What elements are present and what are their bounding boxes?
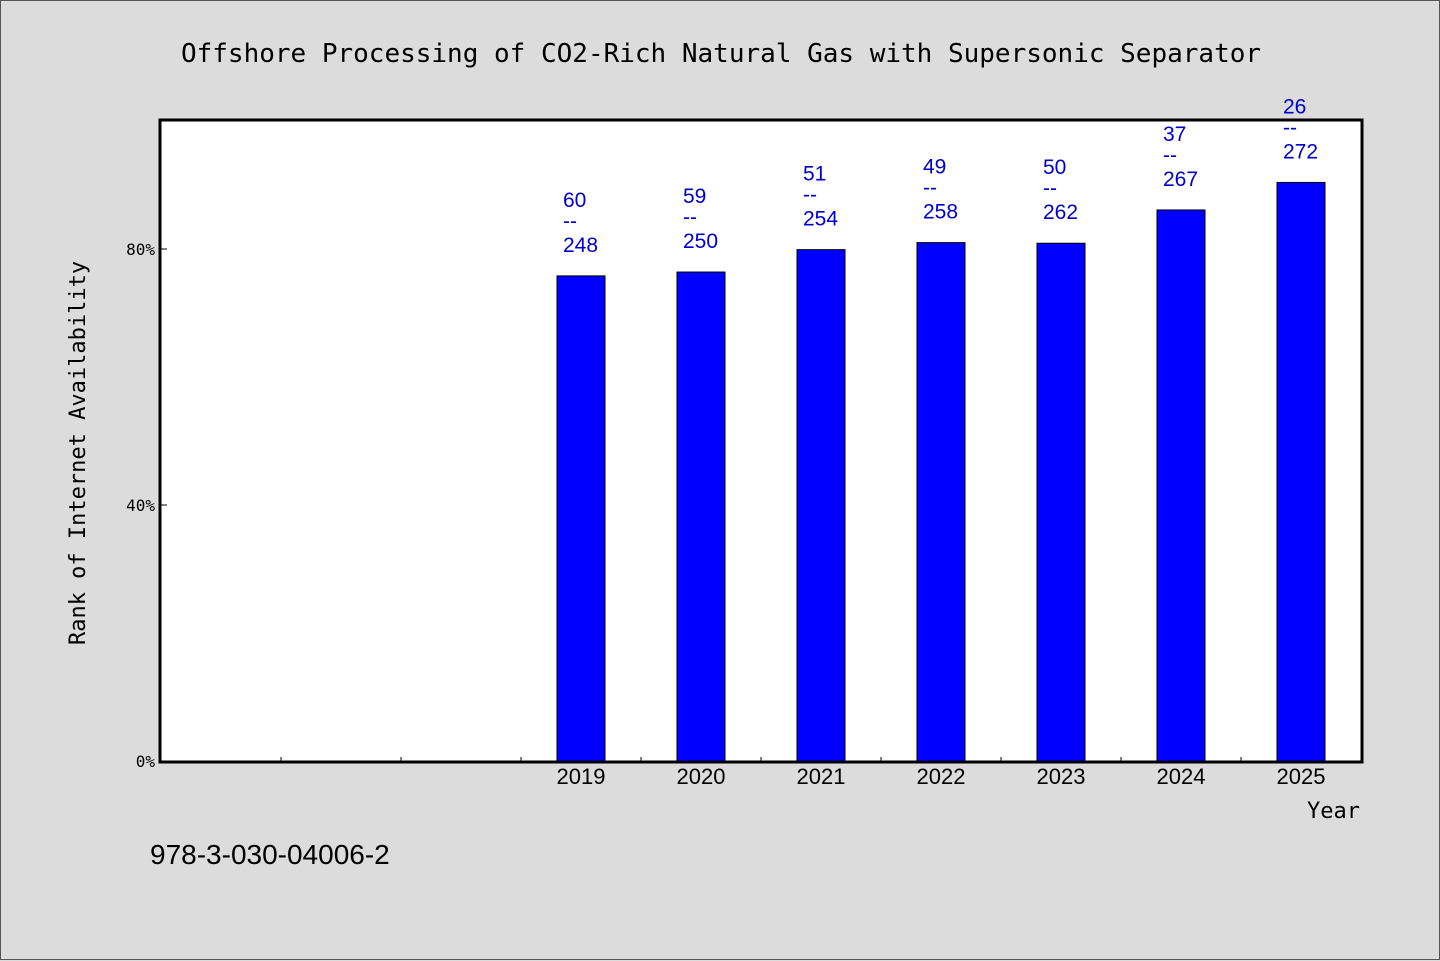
bar-label-separator: --: [803, 184, 817, 207]
bar-2021: [796, 249, 846, 762]
bar-label-top: 51: [803, 163, 826, 186]
bar-label-separator: --: [1283, 116, 1297, 139]
chart-title: Offshore Processing of CO2-Rich Natural …: [181, 39, 1261, 69]
bar-labels-group: 60--24859--25051--25449--25850--26237--2…: [563, 95, 1318, 256]
bar-label-separator: --: [563, 210, 577, 233]
bar-label-top: 26: [1283, 95, 1306, 118]
x-tick-label: 2019: [557, 764, 606, 789]
x-tick-label: 2024: [1157, 764, 1206, 789]
bar-label-separator: --: [923, 177, 937, 200]
bar-2023: [1036, 242, 1086, 762]
bar-2025: [1276, 181, 1326, 762]
bar-2022: [916, 242, 966, 762]
bar-label-bottom: 258: [923, 201, 958, 224]
bar-2020: [676, 271, 726, 762]
x-tick-label: 2022: [917, 764, 966, 789]
x-tick-label: 2025: [1277, 764, 1326, 789]
bar-label-top: 37: [1163, 123, 1186, 146]
bar-label-separator: --: [1043, 177, 1057, 200]
x-axis-ticks: 2019 2020 2021 2022 2023 2024 2025: [280, 757, 1326, 789]
bar-label-separator: --: [1163, 144, 1177, 167]
bar-label-top: 59: [683, 185, 706, 208]
bars-group: [556, 181, 1326, 762]
bar-label-bottom: 272: [1283, 140, 1318, 163]
bar-label-bottom: 248: [563, 234, 598, 257]
bar-label-separator: --: [683, 206, 697, 229]
bar-label-top: 49: [923, 156, 946, 179]
y-tick-label: 40%: [126, 496, 155, 515]
y-tick-label: 0%: [136, 752, 156, 771]
bar-2024: [1156, 209, 1206, 762]
x-tick-label: 2021: [797, 764, 846, 789]
x-tick-label: 2020: [677, 764, 726, 789]
bar-label-bottom: 262: [1043, 201, 1078, 224]
y-tick-label: 80%: [126, 240, 155, 259]
isbn-footer: 978-3-030-04006-2: [150, 839, 390, 870]
bar-label-top: 50: [1043, 156, 1066, 179]
bar-label-bottom: 254: [803, 208, 838, 231]
bar-2019: [556, 275, 606, 762]
x-axis-label: Year: [1307, 799, 1360, 824]
bar-label-top: 60: [563, 189, 586, 212]
y-axis-label: Rank of Internet Availability: [66, 261, 91, 645]
bar-label-bottom: 267: [1163, 168, 1198, 191]
x-tick-label: 2023: [1037, 764, 1086, 789]
y-axis-ticks: 0% 40% 80%: [126, 240, 167, 771]
bar-label-bottom: 250: [683, 230, 718, 253]
